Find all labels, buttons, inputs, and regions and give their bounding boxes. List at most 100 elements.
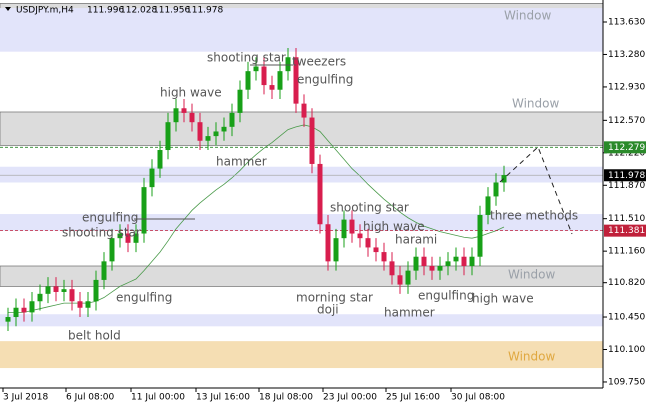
x-tick-label: 30 Jul 08:00 (451, 393, 505, 403)
candle-body (45, 286, 51, 294)
candle-body (165, 122, 171, 151)
pattern-label: engulfing (418, 289, 474, 303)
y-tick-label: 111.510 (608, 214, 645, 224)
candle-body (309, 117, 315, 164)
candle-body (197, 122, 203, 141)
candle-body (101, 261, 107, 280)
x-tick-label: 18 Jul 08:00 (259, 393, 313, 403)
candle-body (141, 187, 147, 234)
candle-body (213, 131, 219, 137)
pattern-label: shooting star (207, 51, 286, 65)
candle-body (405, 270, 411, 285)
candle-body (341, 219, 347, 239)
candle-body (485, 196, 491, 215)
x-tick-label: 3 Jul 2018 (3, 393, 48, 403)
candle-body (109, 238, 115, 262)
x-tick-label: 13 Jul 16:00 (196, 393, 250, 403)
zone-label: Window (508, 268, 556, 282)
zone (0, 341, 603, 369)
y-tick-label: 111.978 (608, 171, 645, 181)
candle-body (317, 163, 323, 225)
zone (0, 8, 603, 52)
candle-body (205, 136, 211, 141)
candle-body (349, 219, 355, 234)
candle-body (477, 214, 483, 257)
pattern-label: engulfing (82, 211, 138, 225)
candle-body (285, 57, 291, 72)
price-label-bg (604, 224, 646, 237)
candle-body (301, 103, 307, 118)
close: 111.978 (186, 6, 223, 16)
candle-body (77, 301, 83, 308)
price-label-bg (604, 141, 646, 154)
candle-body (189, 112, 195, 123)
candle-body (469, 256, 475, 266)
candle-body (277, 71, 283, 90)
candle-body (413, 256, 419, 271)
y-tick-label: 111.160 (608, 247, 645, 257)
high: 112.028 (120, 6, 157, 16)
menu-arrow[interactable] (5, 7, 11, 11)
zone-label: Window (504, 9, 552, 23)
open: 111.996 (87, 6, 124, 16)
pattern-label: high wave (472, 292, 534, 306)
candle-body (365, 238, 371, 248)
y-tick-label: 111.870 (608, 181, 645, 191)
pattern-label: tweezers (292, 55, 346, 69)
low: 111.956 (153, 6, 190, 16)
y-tick-label: 113.280 (608, 50, 645, 60)
candle-body (37, 293, 43, 302)
pattern-label: high wave (363, 220, 425, 234)
zone (0, 166, 603, 183)
y-tick-label: 110.100 (608, 345, 645, 355)
pattern-label: high wave (160, 86, 222, 100)
candle-body (221, 126, 227, 132)
candle-body (117, 233, 123, 239)
pattern-label: engulfing (116, 291, 172, 305)
candle-body (237, 89, 243, 113)
y-tick-label: 112.930 (608, 82, 645, 92)
candle-body (325, 224, 331, 262)
candle-body (29, 301, 35, 313)
symbol: USDJPY.m,H4 (16, 6, 74, 16)
pattern-label: shooting star (330, 201, 409, 215)
pattern-label: engulfing (297, 73, 353, 87)
pattern-label: belt hold (68, 329, 121, 343)
pattern-label: shooting star (62, 226, 141, 240)
pattern-label: hammer (384, 306, 435, 320)
zone-label: Window (512, 97, 560, 111)
candle-body (53, 286, 59, 292)
y-tick-label: 111.381 (608, 226, 645, 236)
pattern-label: three methods (490, 209, 578, 223)
candle-body (245, 71, 251, 90)
candle-body (181, 108, 187, 113)
candle-body (21, 307, 27, 313)
zone (0, 314, 603, 327)
candle-body (445, 261, 451, 266)
candle-body (381, 252, 387, 262)
candle-body (453, 256, 459, 262)
candle-body (293, 57, 299, 104)
candle-body (261, 66, 267, 86)
moving-average (8, 124, 505, 313)
x-tick-label: 23 Jul 00:00 (323, 393, 377, 403)
x-tick-label: 25 Jul 16:00 (386, 393, 440, 403)
candle-body (149, 168, 155, 188)
candle-body (397, 275, 403, 285)
candle-body (333, 238, 339, 262)
candle-body (461, 256, 467, 266)
pattern-label: doji (317, 303, 339, 317)
candle-body (229, 112, 235, 127)
candle-body (93, 279, 99, 302)
pattern-label: morning star (296, 291, 373, 305)
pattern-label: harami (395, 233, 437, 247)
x-tick-label: 11 Jul 00:00 (131, 393, 185, 403)
candle-body (269, 85, 275, 90)
candle-body (157, 150, 163, 169)
price-label-bg (604, 169, 646, 182)
x-tick-label: 6 Jul 08:00 (66, 393, 115, 403)
candle-body (253, 66, 259, 72)
candle-body (421, 256, 427, 266)
